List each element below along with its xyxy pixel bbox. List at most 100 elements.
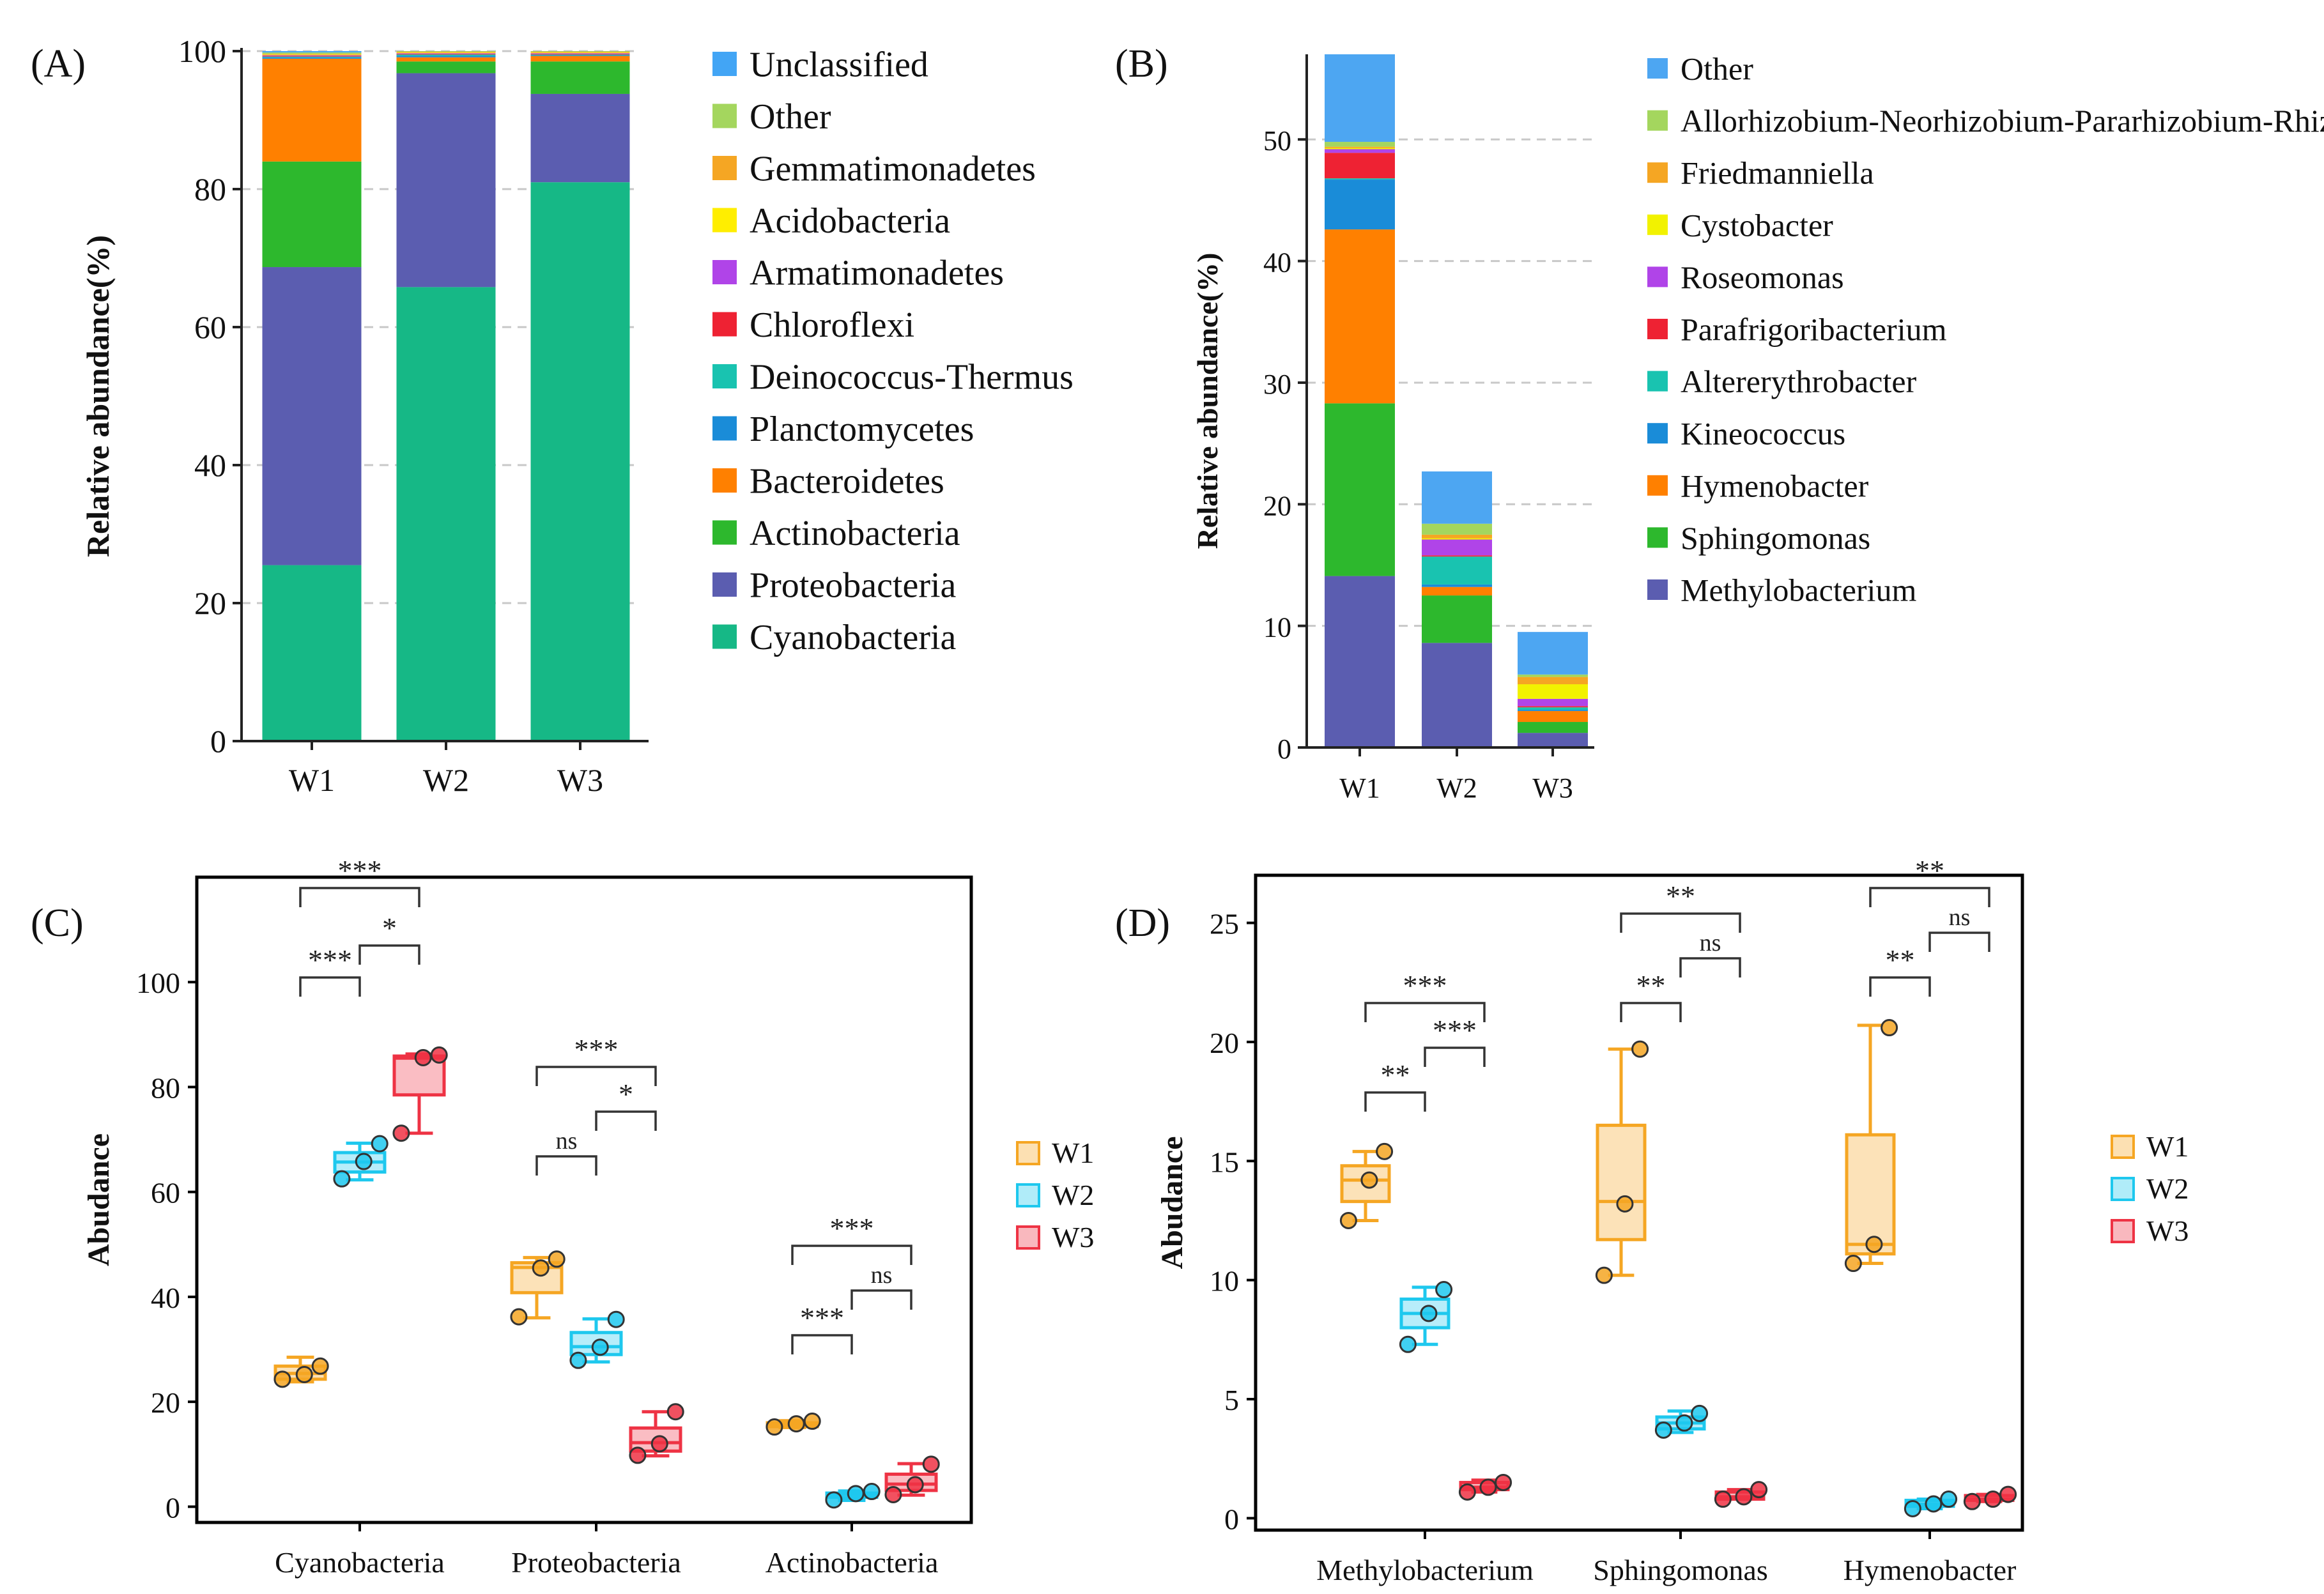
bar-segment-acidobacteria-w3: [530, 52, 630, 54]
y-tick-label: 20: [151, 1386, 180, 1419]
x-tick-label: Proteobacteria: [511, 1546, 681, 1579]
x-tick-label: W1: [289, 762, 335, 798]
y-tick-label: 5: [1224, 1384, 1239, 1416]
y-tick-label: 50: [1263, 125, 1291, 157]
significance-bracket: [1869, 887, 1990, 907]
significance-label: ns: [1700, 930, 1721, 956]
y-tick-label: 100: [178, 33, 226, 69]
data-point-sphingomonas-w1: [1616, 1195, 1634, 1213]
data-point-actinobacteria-w3: [922, 1455, 940, 1473]
significance-label: ***: [308, 944, 352, 976]
panel-d: (D) 0 5 10 15 20 25 Abudance Methylobacterium Sph…: [1115, 854, 2189, 1586]
data-point-hymenobacter-w2: [1925, 1495, 1943, 1513]
bar-segment-altererythrobacter-w2: [1422, 556, 1492, 585]
legend-label: Hymenobacter: [1681, 468, 1869, 503]
bar-segment-methylobacterium-w3: [1518, 733, 1588, 747]
data-point-actinobacteria-w1: [766, 1418, 783, 1436]
bar-segment-roseomonas-w2: [1422, 539, 1492, 556]
y-tick-label: 0: [1277, 733, 1291, 765]
legend-label: W3: [1052, 1221, 1094, 1253]
data-point-proteobacteria-w2: [607, 1310, 625, 1328]
x-tick-label: Actinobacteria: [766, 1546, 939, 1579]
legend-swatch-chloroflexi: [712, 312, 737, 337]
data-point-cyanobacteria-w3: [430, 1046, 448, 1064]
bar-segment-armatimonadetes-w1: [262, 55, 362, 56]
bar-segment-planctomycetes-w2: [396, 56, 496, 57]
bar-segment-actinobacteria-w1: [262, 161, 362, 268]
bar-segment-allorhizobium-neorhizobium-pararhizobium-rhizobium-w3: [1518, 674, 1588, 677]
y-tick-label: 0: [210, 723, 226, 759]
y-tick-label: 20: [1263, 490, 1291, 521]
panel-label: (D): [1115, 901, 1170, 945]
data-point-actinobacteria-w1: [803, 1413, 821, 1430]
bar-segment-chloroflexi-w1: [262, 56, 362, 57]
y-axis-title: Relative abundance(%): [1191, 253, 1224, 549]
data-point-proteobacteria-w3: [666, 1403, 684, 1421]
y-tick-label: 25: [1210, 908, 1239, 940]
significance-label: ***: [574, 1033, 619, 1066]
data-point-actinobacteria-w3: [884, 1485, 902, 1503]
bar-segment-unclassified-w1: [262, 51, 362, 53]
y-tick-label: 40: [194, 447, 226, 483]
box-sphingomonas-w1: [1596, 1123, 1647, 1241]
data-point-hymenobacter-w3: [1999, 1485, 2017, 1503]
legend-swatch-w2: [1016, 1183, 1040, 1207]
legend-label: Methylobacterium: [1681, 572, 1916, 608]
legend-swatch-w3: [2111, 1219, 2135, 1243]
significance-bracket: [595, 1110, 657, 1131]
data-point-cyanobacteria-w2: [355, 1153, 373, 1170]
data-point-proteobacteria-w1: [548, 1250, 566, 1268]
y-tick-label: 40: [151, 1282, 180, 1314]
data-point-methylobacterium-w3: [1479, 1478, 1497, 1496]
legend-label: Kineococcus: [1681, 416, 1845, 452]
significance-label: **: [1636, 969, 1666, 1002]
data-point-hymenobacter-w1: [1865, 1236, 1883, 1253]
bar-segment-kineococcus-w3: [1518, 709, 1588, 711]
bar-segment-hymenobacter-w3: [1518, 710, 1588, 723]
data-point-methylobacterium-w2: [1399, 1335, 1417, 1353]
data-point-methylobacterium-w3: [1495, 1473, 1512, 1491]
data-point-actinobacteria-w2: [847, 1485, 865, 1503]
data-point-cyanobacteria-w3: [392, 1124, 410, 1142]
data-point-sphingomonas-w1: [1631, 1040, 1649, 1058]
significance-label: **: [1886, 944, 1915, 976]
plot-frame: [1254, 873, 2024, 1532]
data-point-sphingomonas-w2: [1691, 1404, 1709, 1422]
x-tick-label: Methylobacterium: [1316, 1554, 1534, 1586]
legend-label: Friedmanniella: [1681, 155, 1874, 191]
legend-label: Other: [1681, 51, 1753, 87]
bar-segment-parafrigoribacterium-w3: [1518, 706, 1588, 708]
significance-bracket: [850, 1289, 912, 1310]
significance-label: ***: [830, 1212, 874, 1245]
bar-segment-sphingomonas-w3: [1518, 722, 1588, 733]
significance-label: ***: [1403, 969, 1447, 1002]
legend-swatch-w2: [2111, 1177, 2135, 1201]
x-tick-label: Cyanobacteria: [275, 1546, 445, 1579]
data-point-proteobacteria-w3: [650, 1435, 668, 1453]
bar-segment-armatimonadetes-w2: [396, 53, 496, 54]
bar-segment-cyanobacteria-w1: [262, 565, 362, 741]
significance-label: **: [1381, 1059, 1410, 1091]
legend-label: Planctomycetes: [750, 410, 974, 449]
data-point-methylobacterium-w1: [1360, 1171, 1378, 1189]
significance-label: **: [1915, 854, 1944, 887]
legend-label: Chloroflexi: [750, 305, 914, 345]
bar-segment-hymenobacter-w2: [1422, 586, 1492, 596]
y-tick-label: 60: [194, 309, 226, 345]
y-axis-title: Relative abundance(%): [80, 235, 116, 557]
data-point-cyanobacteria-w2: [371, 1135, 389, 1153]
data-point-cyanobacteria-w1: [295, 1365, 313, 1383]
legend-label: Acidobacteria: [750, 201, 950, 241]
x-tick-label: W3: [557, 762, 603, 798]
legend-swatch-unclassified: [712, 52, 737, 76]
bar-segment-proteobacteria-w3: [530, 93, 630, 183]
legend-swatch-cystobacter: [1647, 214, 1668, 235]
y-tick-label: 0: [1224, 1503, 1239, 1535]
significance-bracket: [535, 1155, 597, 1176]
y-tick-label: 60: [151, 1177, 180, 1209]
legend-swatch-w1: [1016, 1141, 1040, 1165]
data-point-methylobacterium-w1: [1339, 1211, 1357, 1229]
data-point-sphingomonas-w3: [1750, 1481, 1768, 1499]
bar-segment-friedmanniella-w3: [1518, 677, 1588, 685]
legend-label: Armatimonadetes: [750, 254, 1004, 293]
